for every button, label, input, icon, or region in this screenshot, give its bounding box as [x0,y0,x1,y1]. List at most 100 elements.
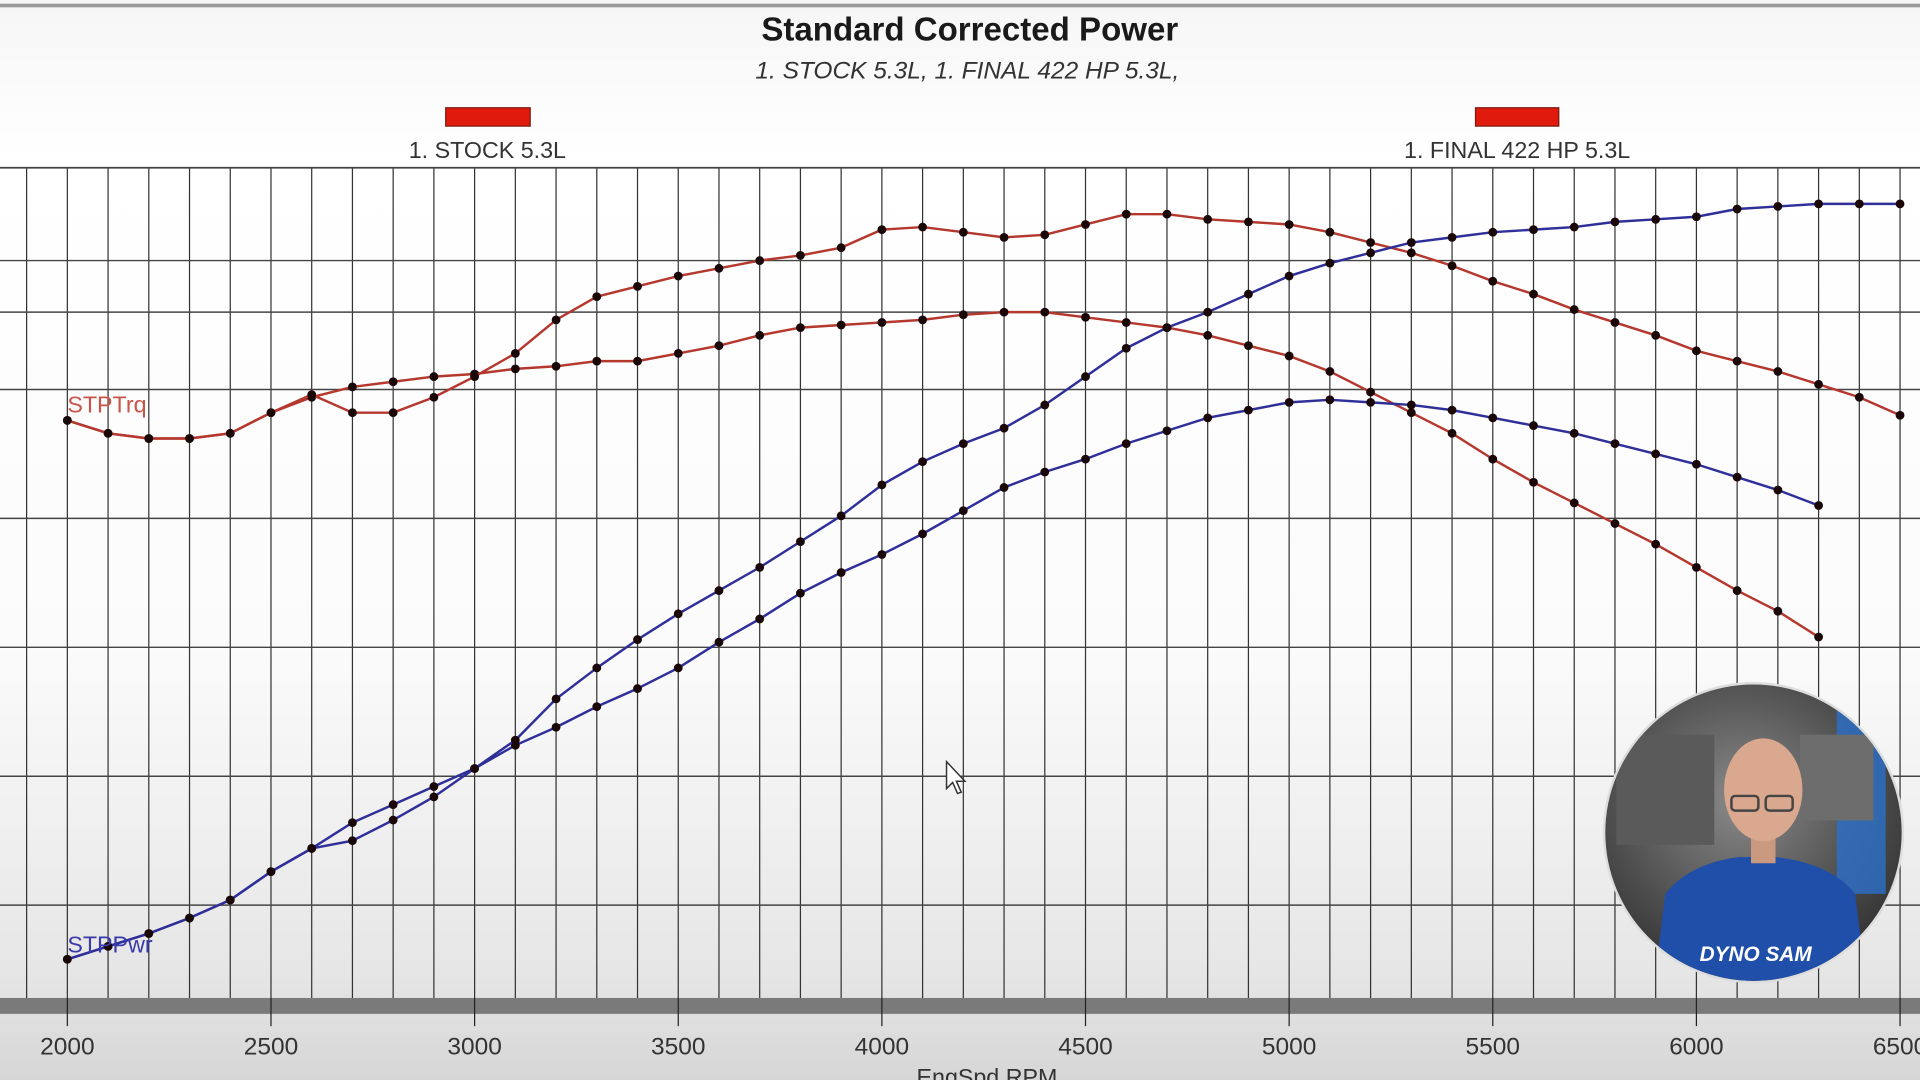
data-point [1203,413,1213,423]
x-tick-label: 5000 [1262,1033,1316,1060]
data-point [1040,230,1050,240]
data-point [673,609,683,619]
data-point [877,318,887,327]
data-point [1692,346,1701,356]
data-point [1569,498,1579,508]
data-point [1081,372,1090,382]
data-point [714,586,724,596]
data-point [755,614,765,624]
data-point [1162,209,1172,219]
data-point [673,271,683,281]
data-point [999,232,1009,242]
data-point [633,356,642,366]
data-point [1610,217,1620,227]
x-axis-band [0,997,1920,1014]
data-point [225,895,235,905]
data-point [877,550,887,559]
data-point [470,764,480,773]
data-point [429,372,439,382]
data-point [1529,225,1538,235]
data-point [1488,227,1498,237]
data-point [307,844,317,853]
data-point [592,702,602,712]
data-point [429,392,439,402]
data-point [1529,477,1538,487]
data-point [1447,232,1457,242]
series-layer [62,199,1905,964]
data-point [1692,562,1701,572]
x-tick-label: 3000 [447,1033,501,1060]
data-point [103,941,113,951]
data-point [470,372,480,382]
data-point [1814,379,1823,389]
data-point [673,663,683,673]
data-point [1325,227,1335,237]
data-point [1651,330,1661,340]
data-point [1366,387,1376,397]
data-point [1895,410,1905,420]
data-point [1773,485,1783,495]
chart-subtitle: 1. STOCK 5.3L, 1. FINAL 422 HP 5.3L, [755,57,1179,84]
data-point [1284,397,1294,407]
data-point [551,315,561,325]
data-point [225,428,235,438]
data-point [796,251,805,260]
data-point [1081,220,1090,229]
data-point [673,348,683,358]
data-point [1244,217,1253,227]
data-point [185,913,194,923]
x-tick-label: 5500 [1466,1033,1520,1060]
data-point [1569,222,1579,232]
data-point [1692,459,1701,469]
data-point [429,792,439,802]
data-point [796,588,805,598]
legend: 1. STOCK 5.3L 1. FINAL 422 HP 5.3L [409,107,1630,163]
series-line-torque [66,212,1901,440]
series-power [62,199,1905,964]
data-point [348,836,357,846]
data-point [836,568,846,577]
data-point [714,637,724,647]
data-point [1203,214,1213,224]
data-point [1406,238,1416,247]
series-torque [62,209,1905,443]
data-point [1325,258,1335,268]
x-tick-label: 3500 [651,1033,705,1060]
data-point [958,227,968,237]
mouse-cursor-icon [945,759,967,795]
data-point [388,408,398,418]
data-point [755,562,765,572]
data-point [1366,238,1376,247]
data-point [1162,323,1172,333]
data-point [1244,341,1253,351]
data-point [388,377,398,387]
legend-swatch-final [1474,107,1560,127]
data-point [1692,212,1701,222]
data-point [348,408,357,418]
data-point [1610,318,1620,327]
data-point [755,330,765,340]
x-tick-label: 2500 [244,1033,298,1060]
data-point [1773,606,1783,616]
data-point [1121,209,1131,219]
series-line-torque [66,310,1820,639]
grid [0,166,1920,998]
data-point [755,256,765,265]
data-point [1610,439,1620,449]
data-point [918,529,928,539]
data-point [388,815,398,825]
data-point [958,310,968,320]
torque-series-label: STPTrq [67,392,146,418]
data-point [836,511,846,521]
data-point [1651,539,1661,549]
data-point [1488,413,1498,423]
x-axis: 2000 2500 3000 3500 4000 4500 5000 5500 6000 6500 [40,997,1920,1060]
data-point [103,428,113,438]
data-point [633,635,642,644]
data-point [1814,632,1823,642]
series-line-power [66,398,1820,961]
data-point [1814,199,1823,209]
legend-label-stock: 1. STOCK 5.3L [409,137,566,163]
data-point [348,382,357,392]
